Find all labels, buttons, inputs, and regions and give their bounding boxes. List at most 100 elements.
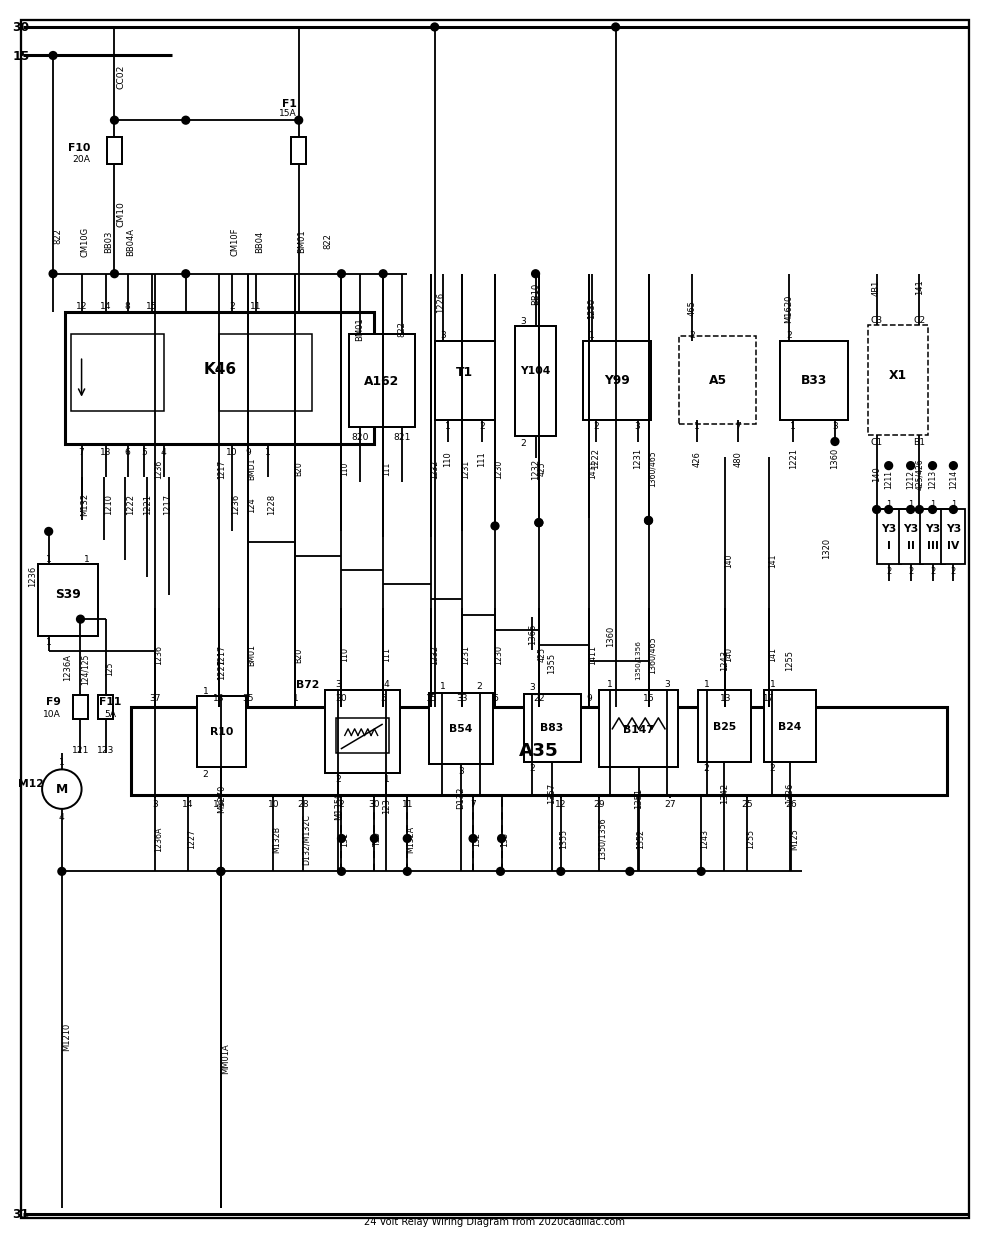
Text: 124: 124 xyxy=(248,497,256,512)
Text: M132: M132 xyxy=(80,493,89,515)
Text: 1236: 1236 xyxy=(153,460,162,478)
Text: 9: 9 xyxy=(586,694,592,703)
Text: 10: 10 xyxy=(226,447,238,456)
Text: 133: 133 xyxy=(500,831,510,846)
Bar xyxy=(684,341,751,420)
Text: 1217: 1217 xyxy=(162,494,171,515)
Text: 2: 2 xyxy=(530,764,536,773)
Text: 33: 33 xyxy=(456,694,468,703)
Text: M125: M125 xyxy=(790,828,799,850)
Circle shape xyxy=(45,528,52,535)
Text: 125: 125 xyxy=(106,662,115,676)
Text: 1232: 1232 xyxy=(531,458,541,479)
Text: CC02: CC02 xyxy=(117,64,126,89)
Text: BB03: BB03 xyxy=(105,230,114,253)
Text: 10: 10 xyxy=(267,799,279,808)
Text: 1236: 1236 xyxy=(153,644,162,664)
Text: 5: 5 xyxy=(142,447,147,456)
Text: 4: 4 xyxy=(58,813,64,821)
Text: 8: 8 xyxy=(125,301,131,311)
Circle shape xyxy=(50,52,56,59)
Text: S39: S39 xyxy=(55,587,81,600)
Text: 425: 425 xyxy=(538,462,546,476)
Text: BB10: BB10 xyxy=(531,282,541,305)
Text: 1: 1 xyxy=(769,680,775,689)
Text: A162: A162 xyxy=(364,374,400,388)
Text: Y3: Y3 xyxy=(925,524,940,534)
Text: B83: B83 xyxy=(541,724,563,733)
Text: 5A: 5A xyxy=(104,709,116,719)
Text: 110: 110 xyxy=(341,647,349,662)
Bar xyxy=(763,690,817,762)
Text: 2: 2 xyxy=(950,566,956,576)
Text: 15A: 15A xyxy=(279,109,297,118)
Text: 3: 3 xyxy=(152,799,158,808)
Circle shape xyxy=(612,24,620,31)
Text: 1211: 1211 xyxy=(884,470,893,488)
Text: 2: 2 xyxy=(203,769,209,778)
Text: 10A: 10A xyxy=(43,709,60,719)
Text: 1214: 1214 xyxy=(948,470,958,488)
Text: 821: 821 xyxy=(393,434,411,442)
Text: 31: 31 xyxy=(13,1207,30,1220)
Bar xyxy=(219,335,312,411)
Text: 20A: 20A xyxy=(72,155,90,164)
Circle shape xyxy=(217,867,225,876)
Text: 4: 4 xyxy=(383,680,389,689)
Text: Y99: Y99 xyxy=(604,374,630,387)
Text: 1: 1 xyxy=(440,681,446,691)
Circle shape xyxy=(929,462,937,470)
Text: 1: 1 xyxy=(589,331,594,341)
Text: 26: 26 xyxy=(785,799,797,808)
Text: B54: B54 xyxy=(449,724,472,733)
Text: 2: 2 xyxy=(689,331,695,341)
Bar xyxy=(583,341,650,420)
Circle shape xyxy=(885,462,893,470)
Circle shape xyxy=(907,462,915,470)
Text: B20: B20 xyxy=(294,647,303,662)
Text: 28: 28 xyxy=(297,799,309,808)
Text: 1350/1356: 1350/1356 xyxy=(636,641,642,680)
Text: 425/426: 425/426 xyxy=(915,458,924,489)
Text: 19: 19 xyxy=(213,799,225,808)
Text: 2: 2 xyxy=(786,331,792,341)
Circle shape xyxy=(379,270,387,278)
Bar xyxy=(131,707,946,795)
Text: BB04A: BB04A xyxy=(127,228,136,255)
Bar xyxy=(107,138,122,165)
Text: 141: 141 xyxy=(768,647,777,662)
Text: 425: 425 xyxy=(538,647,546,662)
Text: BM01: BM01 xyxy=(298,229,307,253)
Text: B25: B25 xyxy=(713,721,736,731)
Text: 1: 1 xyxy=(46,638,51,647)
Text: T30: T30 xyxy=(373,831,382,846)
Bar xyxy=(679,337,756,425)
Text: 37: 37 xyxy=(149,694,160,703)
Text: 1320: 1320 xyxy=(822,538,831,559)
Text: A35: A35 xyxy=(519,742,558,760)
Circle shape xyxy=(404,835,411,843)
Text: M1210: M1210 xyxy=(61,1022,70,1051)
Text: 1: 1 xyxy=(704,680,710,689)
Text: 1227: 1227 xyxy=(187,829,196,849)
Text: 27: 27 xyxy=(664,799,676,808)
Text: 140: 140 xyxy=(724,553,733,567)
Circle shape xyxy=(929,506,937,514)
Text: K46: K46 xyxy=(203,362,237,377)
Text: 1360: 1360 xyxy=(606,626,615,647)
Bar xyxy=(941,510,965,565)
Text: 2: 2 xyxy=(336,776,342,784)
Text: 3: 3 xyxy=(664,680,670,689)
Text: 16: 16 xyxy=(643,694,654,703)
Text: 29: 29 xyxy=(593,799,605,808)
Text: 1243: 1243 xyxy=(700,829,709,849)
Text: A5: A5 xyxy=(709,374,727,387)
Text: 1231: 1231 xyxy=(461,460,470,478)
Bar xyxy=(70,335,163,411)
Circle shape xyxy=(626,867,634,876)
Text: F9: F9 xyxy=(46,696,60,706)
Bar xyxy=(899,510,923,565)
Text: CM10: CM10 xyxy=(117,201,126,227)
Bar xyxy=(876,510,901,565)
Text: 1230: 1230 xyxy=(494,460,503,478)
